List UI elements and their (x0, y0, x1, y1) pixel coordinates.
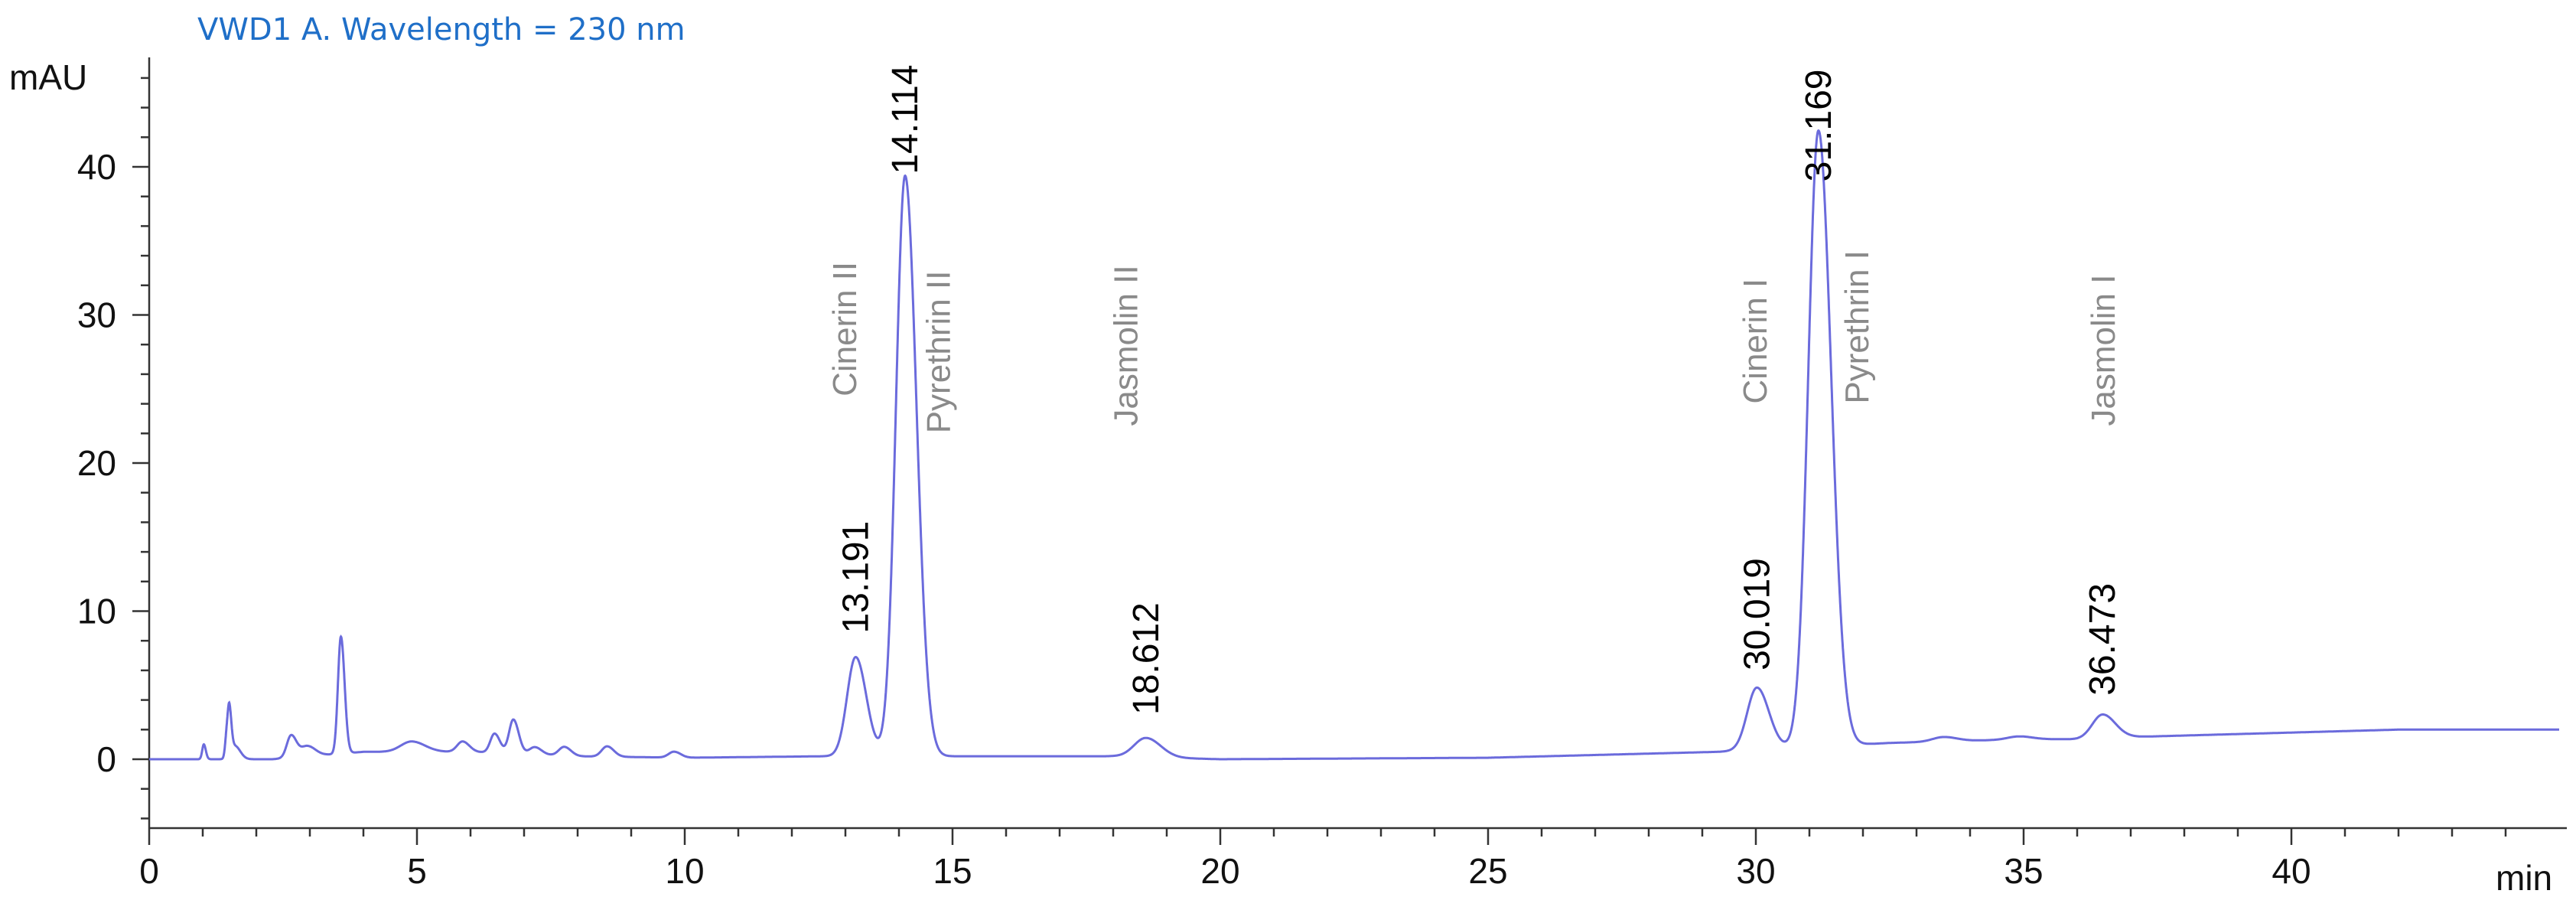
y-tick-label: 30 (77, 295, 116, 335)
y-tick-label: 0 (96, 739, 116, 779)
compound-label: Jasmolin I (2085, 275, 2122, 426)
chromatogram-trace (149, 129, 2559, 761)
compound-label: Pyrethrin II (920, 271, 958, 434)
retention-time-label: 13.191 (835, 521, 876, 634)
retention-time-label: 18.612 (1126, 602, 1167, 715)
x-tick-label: 15 (933, 851, 972, 891)
retention-time-label: 31.169 (1799, 70, 1839, 182)
x-axis-label: min (2496, 858, 2552, 898)
y-tick-label: 10 (77, 592, 116, 631)
compound-label: Jasmolin II (1108, 265, 1145, 426)
x-tick-label: 20 (1200, 851, 1239, 891)
compound-label: Cinerin I (1737, 279, 1774, 404)
y-axis-label: mAU (9, 57, 87, 97)
x-tick-label: 35 (2004, 851, 2043, 891)
x-tick-label: 25 (1468, 851, 1507, 891)
x-tick-label: 40 (2272, 851, 2311, 891)
retention-time-label: 30.019 (1737, 558, 1777, 670)
compound-label: Cinerin II (826, 262, 864, 396)
y-tick-label: 20 (77, 443, 116, 483)
y-tick-label: 40 (77, 147, 116, 187)
peak-annotations: 13.191 14.114 18.612 30.019 31.169 36.473 Cine… (826, 64, 2123, 715)
x-tick-label: 30 (1736, 851, 1775, 891)
retention-time-label: 14.114 (885, 64, 926, 174)
x-tick-label: 0 (139, 851, 159, 891)
retention-time-label: 36.473 (2083, 583, 2123, 696)
compound-label: Pyrethrin I (1838, 250, 1876, 404)
tick-labels: 0 5 10 15 20 25 30 35 40 0 10 20 30 40 (77, 147, 2311, 891)
axis-ticks (132, 77, 2507, 845)
x-tick-label: 10 (665, 851, 704, 891)
x-tick-label: 5 (407, 851, 427, 891)
chart-title: VWD1 A. Wavelength = 230 nm (197, 12, 686, 47)
